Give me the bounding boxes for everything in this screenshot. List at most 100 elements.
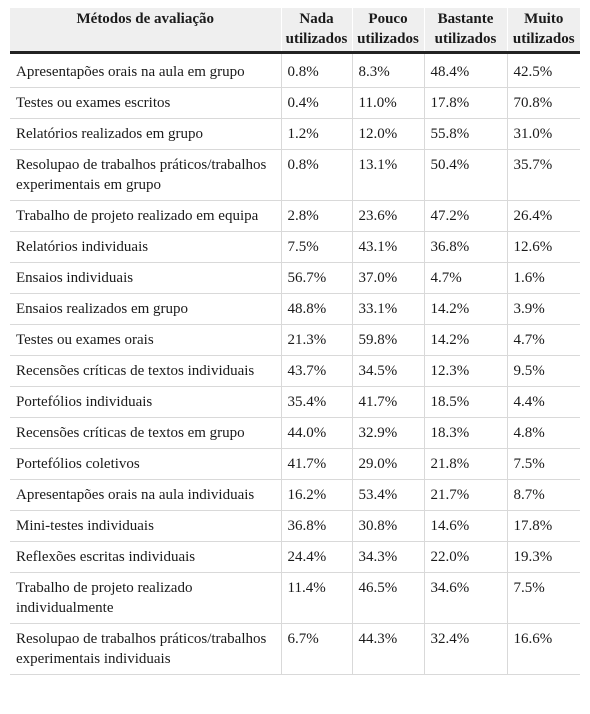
- table-row: Recensões críticas de textos em grupo 44.…: [10, 417, 580, 449]
- header-muito: Muito utilizados: [506, 8, 580, 54]
- cell-method: Apresentapões orais na aula em grupo: [10, 52, 281, 88]
- table-row: Apresentapões orais na aula em grupo 0.8%…: [10, 52, 580, 88]
- cell-nada: 44.0%: [280, 417, 352, 449]
- cell-method: Relatórios realizados em grupo: [10, 118, 281, 150]
- cell-method: Ensaios realizados em grupo: [10, 293, 281, 325]
- cell-bastante: 14.2%: [423, 324, 507, 356]
- cell-pouco: 43.1%: [351, 231, 424, 263]
- cell-nada: 7.5%: [280, 231, 352, 263]
- table-row: Recensões críticas de textos individuais…: [10, 355, 580, 387]
- cell-method: Trabalho de projeto realizado em equipa: [10, 200, 281, 232]
- cell-muito: 16.6%: [506, 623, 580, 675]
- table-row: Relatórios realizados em grupo 1.2% 12.0% 5…: [10, 118, 580, 150]
- cell-bastante: 17.8%: [423, 87, 507, 119]
- table-row: Portefólios coletivos 41.7% 29.0% 21.8% 7.5%: [10, 448, 580, 480]
- cell-pouco: 41.7%: [351, 386, 424, 418]
- cell-bastante: 47.2%: [423, 200, 507, 232]
- table-row: Trabalho de projeto realizado individual…: [10, 572, 580, 624]
- cell-bastante: 36.8%: [423, 231, 507, 263]
- table-row: Apresentapões orais na aula individuais 1…: [10, 479, 580, 511]
- cell-nada: 56.7%: [280, 262, 352, 294]
- cell-method: Portefólios coletivos: [10, 448, 281, 480]
- cell-muito: 19.3%: [506, 541, 580, 573]
- cell-pouco: 53.4%: [351, 479, 424, 511]
- cell-method: Apresentapões orais na aula individuais: [10, 479, 281, 511]
- cell-muito: 17.8%: [506, 510, 580, 542]
- cell-method: Mini-testes individuais: [10, 510, 281, 542]
- cell-pouco: 37.0%: [351, 262, 424, 294]
- table-row: Ensaios individuais 56.7% 37.0% 4.7% 1.6%: [10, 262, 580, 294]
- cell-pouco: 34.3%: [351, 541, 424, 573]
- cell-bastante: 18.3%: [423, 417, 507, 449]
- cell-nada: 48.8%: [280, 293, 352, 325]
- cell-nada: 1.2%: [280, 118, 352, 150]
- cell-pouco: 32.9%: [351, 417, 424, 449]
- cell-muito: 12.6%: [506, 231, 580, 263]
- cell-pouco: 11.0%: [351, 87, 424, 119]
- header-nada: Nada utilizados: [280, 8, 352, 54]
- cell-nada: 36.8%: [280, 510, 352, 542]
- header-pouco: Pouco utilizados: [351, 8, 424, 54]
- cell-muito: 31.0%: [506, 118, 580, 150]
- cell-pouco: 13.1%: [351, 149, 424, 201]
- cell-muito: 4.8%: [506, 417, 580, 449]
- cell-bastante: 14.6%: [423, 510, 507, 542]
- cell-method: Recensões críticas de textos individuais: [10, 355, 281, 387]
- cell-bastante: 48.4%: [423, 52, 507, 88]
- cell-pouco: 59.8%: [351, 324, 424, 356]
- cell-bastante: 12.3%: [423, 355, 507, 387]
- cell-nada: 43.7%: [280, 355, 352, 387]
- table-row: Ensaios realizados em grupo 48.8% 33.1% 14.…: [10, 293, 580, 325]
- cell-method: Testes ou exames escritos: [10, 87, 281, 119]
- cell-nada: 21.3%: [280, 324, 352, 356]
- cell-muito: 26.4%: [506, 200, 580, 232]
- cell-nada: 11.4%: [280, 572, 352, 624]
- cell-bastante: 18.5%: [423, 386, 507, 418]
- cell-method: Relatórios individuais: [10, 231, 281, 263]
- cell-nada: 24.4%: [280, 541, 352, 573]
- cell-pouco: 23.6%: [351, 200, 424, 232]
- cell-muito: 7.5%: [506, 448, 580, 480]
- cell-method: Portefólios individuais: [10, 386, 281, 418]
- cell-method: Resolupao de trabalhos práticos/trabalho…: [10, 149, 281, 201]
- table-row: Mini-testes individuais 36.8% 30.8% 14.6% 17…: [10, 510, 580, 542]
- header-bastante: Bastante utilizados: [423, 8, 507, 54]
- cell-bastante: 55.8%: [423, 118, 507, 150]
- cell-muito: 70.8%: [506, 87, 580, 119]
- cell-muito: 9.5%: [506, 355, 580, 387]
- cell-pouco: 8.3%: [351, 52, 424, 88]
- cell-pouco: 46.5%: [351, 572, 424, 624]
- cell-bastante: 22.0%: [423, 541, 507, 573]
- header-row: Métodos de avaliação Nada utilizados Pou…: [10, 8, 580, 54]
- cell-bastante: 21.8%: [423, 448, 507, 480]
- cell-nada: 2.8%: [280, 200, 352, 232]
- cell-muito: 7.5%: [506, 572, 580, 624]
- cell-nada: 35.4%: [280, 386, 352, 418]
- cell-pouco: 33.1%: [351, 293, 424, 325]
- cell-method: Resolupao de trabalhos práticos/trabalho…: [10, 623, 281, 675]
- table-row: Testes ou exames escritos 0.4% 11.0% 17.8% 7…: [10, 87, 580, 119]
- table-row: Testes ou exames orais 21.3% 59.8% 14.2% 4.7…: [10, 324, 580, 356]
- cell-muito: 35.7%: [506, 149, 580, 201]
- table-row: Relatórios individuais 7.5% 43.1% 36.8% 12.6…: [10, 231, 580, 263]
- cell-muito: 42.5%: [506, 52, 580, 88]
- cell-muito: 3.9%: [506, 293, 580, 325]
- table-row: Trabalho de projeto realizado em equipa 2…: [10, 200, 580, 232]
- cell-method: Trabalho de projeto realizado individual…: [10, 572, 281, 624]
- table-body: Apresentapões orais na aula em grupo 0.8%…: [10, 52, 580, 675]
- cell-muito: 4.7%: [506, 324, 580, 356]
- cell-muito: 8.7%: [506, 479, 580, 511]
- cell-pouco: 44.3%: [351, 623, 424, 675]
- evaluation-methods-table: Métodos de avaliação Nada utilizados Pou…: [10, 8, 580, 675]
- table-row: Portefólios individuais 35.4% 41.7% 18.5% 4.…: [10, 386, 580, 418]
- cell-bastante: 32.4%: [423, 623, 507, 675]
- cell-method: Testes ou exames orais: [10, 324, 281, 356]
- cell-pouco: 12.0%: [351, 118, 424, 150]
- cell-nada: 0.4%: [280, 87, 352, 119]
- cell-nada: 0.8%: [280, 52, 352, 88]
- cell-nada: 41.7%: [280, 448, 352, 480]
- cell-nada: 16.2%: [280, 479, 352, 511]
- cell-pouco: 29.0%: [351, 448, 424, 480]
- cell-bastante: 50.4%: [423, 149, 507, 201]
- cell-pouco: 34.5%: [351, 355, 424, 387]
